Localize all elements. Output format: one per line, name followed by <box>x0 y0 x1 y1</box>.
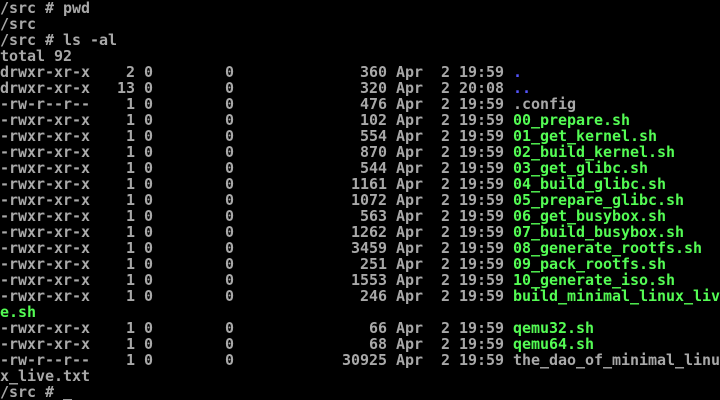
file-meta: -rwxr-xr-x 1 0 0 544 Apr 2 19:59 <box>0 159 513 177</box>
terminal-line: -rwxr-xr-x 1 0 0 563 Apr 2 19:59 06_get_… <box>0 208 720 224</box>
shell-prompt: /src # <box>0 383 63 400</box>
file-name: build_minimal_linux_liv <box>513 287 720 305</box>
terminal-line: e.sh <box>0 304 720 320</box>
file-meta: -rw-r--r-- 1 0 0 30925 Apr 2 19:59 <box>0 351 513 369</box>
output-text: /src <box>0 15 36 33</box>
terminal-line: -rwxr-xr-x 1 0 0 3459 Apr 2 19:59 08_gen… <box>0 240 720 256</box>
terminal-line: drwxr-xr-x 2 0 0 360 Apr 2 19:59 . <box>0 64 720 80</box>
file-meta: -rwxr-xr-x 1 0 0 1161 Apr 2 19:59 <box>0 175 513 193</box>
file-name: 10_generate_iso.sh <box>513 271 675 289</box>
terminal-line: -rwxr-xr-x 1 0 0 1553 Apr 2 19:59 10_gen… <box>0 272 720 288</box>
cursor: _ <box>63 383 72 400</box>
terminal-line: /src # pwd <box>0 0 720 16</box>
file-meta: -rwxr-xr-x 1 0 0 1262 Apr 2 19:59 <box>0 223 513 241</box>
file-name: 00_prepare.sh <box>513 111 630 129</box>
file-meta: -rw-r--r-- 1 0 0 476 Apr 2 19:59 <box>0 95 513 113</box>
file-name: 07_build_busybox.sh <box>513 223 684 241</box>
file-meta: drwxr-xr-x 13 0 0 320 Apr 2 20:08 <box>0 79 513 97</box>
terminal-line: -rwxr-xr-x 1 0 0 102 Apr 2 19:59 00_prep… <box>0 112 720 128</box>
file-meta: -rwxr-xr-x 1 0 0 1072 Apr 2 19:59 <box>0 191 513 209</box>
file-meta: -rwxr-xr-x 1 0 0 251 Apr 2 19:59 <box>0 255 513 273</box>
file-meta: -rwxr-xr-x 1 0 0 870 Apr 2 19:59 <box>0 143 513 161</box>
file-meta: -rwxr-xr-x 1 0 0 246 Apr 2 19:59 <box>0 287 513 305</box>
terminal-line: /src # ls -al <box>0 32 720 48</box>
file-name: 09_pack_rootfs.sh <box>513 255 666 273</box>
command-text: ls -al <box>63 31 117 49</box>
terminal-line: -rwxr-xr-x 1 0 0 544 Apr 2 19:59 03_get_… <box>0 160 720 176</box>
file-name: 06_get_busybox.sh <box>513 207 666 225</box>
terminal-line: -rwxr-xr-x 1 0 0 66 Apr 2 19:59 qemu32.s… <box>0 320 720 336</box>
file-name-wrap: e.sh <box>0 303 36 321</box>
terminal-line: -rwxr-xr-x 1 0 0 246 Apr 2 19:59 build_m… <box>0 288 720 304</box>
file-meta: -rwxr-xr-x 1 0 0 563 Apr 2 19:59 <box>0 207 513 225</box>
file-name: .. <box>513 79 531 97</box>
terminal-line: -rwxr-xr-x 1 0 0 68 Apr 2 19:59 qemu64.s… <box>0 336 720 352</box>
file-name: qemu64.sh <box>513 335 594 353</box>
terminal-line: /src <box>0 16 720 32</box>
file-meta: -rwxr-xr-x 1 0 0 3459 Apr 2 19:59 <box>0 239 513 257</box>
terminal-line: -rw-r--r-- 1 0 0 476 Apr 2 19:59 .config <box>0 96 720 112</box>
terminal-line: drwxr-xr-x 13 0 0 320 Apr 2 20:08 .. <box>0 80 720 96</box>
output-text: total 92 <box>0 47 72 65</box>
shell-prompt: /src # <box>0 0 63 17</box>
file-meta: -rwxr-xr-x 1 0 0 554 Apr 2 19:59 <box>0 127 513 145</box>
file-name: 04_build_glibc.sh <box>513 175 666 193</box>
file-name: 03_get_glibc.sh <box>513 159 648 177</box>
terminal-line: -rw-r--r-- 1 0 0 30925 Apr 2 19:59 the_d… <box>0 352 720 368</box>
terminal-line: -rwxr-xr-x 1 0 0 1072 Apr 2 19:59 05_pre… <box>0 192 720 208</box>
terminal-line: -rwxr-xr-x 1 0 0 1161 Apr 2 19:59 04_bui… <box>0 176 720 192</box>
terminal-line: -rwxr-xr-x 1 0 0 251 Apr 2 19:59 09_pack… <box>0 256 720 272</box>
terminal-line: /src # _ <box>0 384 720 400</box>
terminal-line: -rwxr-xr-x 1 0 0 554 Apr 2 19:59 01_get_… <box>0 128 720 144</box>
file-meta: drwxr-xr-x 2 0 0 360 Apr 2 19:59 <box>0 63 513 81</box>
file-meta: -rwxr-xr-x 1 0 0 66 Apr 2 19:59 <box>0 319 513 337</box>
file-meta: -rwxr-xr-x 1 0 0 68 Apr 2 19:59 <box>0 335 513 353</box>
file-name: 01_get_kernel.sh <box>513 127 657 145</box>
file-meta: -rwxr-xr-x 1 0 0 1553 Apr 2 19:59 <box>0 271 513 289</box>
file-name: 02_build_kernel.sh <box>513 143 675 161</box>
shell-prompt: /src # <box>0 31 63 49</box>
file-name: 05_prepare_glibc.sh <box>513 191 684 209</box>
terminal-line: -rwxr-xr-x 1 0 0 1262 Apr 2 19:59 07_bui… <box>0 224 720 240</box>
file-name-wrap: x_live.txt <box>0 367 90 385</box>
file-name: 08_generate_rootfs.sh <box>513 239 702 257</box>
file-name: . <box>513 63 522 81</box>
file-meta: -rwxr-xr-x 1 0 0 102 Apr 2 19:59 <box>0 111 513 129</box>
terminal-line: total 92 <box>0 48 720 64</box>
terminal-line: -rwxr-xr-x 1 0 0 870 Apr 2 19:59 02_buil… <box>0 144 720 160</box>
command-text: pwd <box>63 0 90 17</box>
file-name: the_dao_of_minimal_linu <box>513 351 720 369</box>
file-name: .config <box>513 95 576 113</box>
terminal-line: x_live.txt <box>0 368 720 384</box>
file-name: qemu32.sh <box>513 319 594 337</box>
